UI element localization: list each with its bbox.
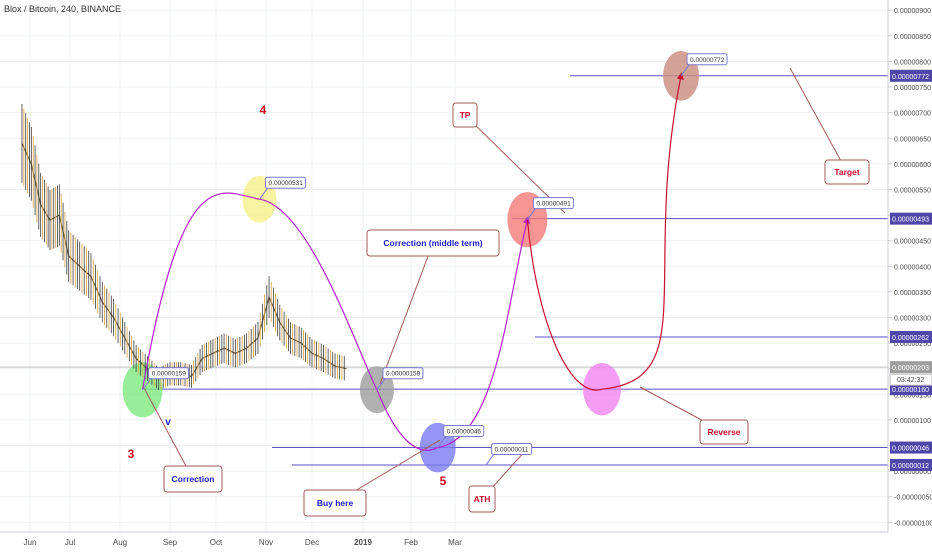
point-price-tag-box xyxy=(443,425,485,438)
point-price-tag-box xyxy=(265,176,307,189)
callout-box xyxy=(452,102,478,128)
callout-box xyxy=(699,419,749,445)
point-price-tag-pointer xyxy=(680,64,690,77)
callout-box xyxy=(468,485,496,513)
y-tick-label: 0.00000000 xyxy=(894,469,931,476)
y-tick-label: 0.00000300 xyxy=(894,315,931,322)
point-price-tag-label: 0.00000046 xyxy=(447,429,482,436)
callout-text: Target xyxy=(834,167,860,177)
level-badge-label: 0.00000012 xyxy=(892,463,929,470)
y-tick-label: 0.00000250 xyxy=(894,341,931,348)
point-price-tag-label: 0.00000159 xyxy=(152,371,187,378)
wave-label: v xyxy=(165,417,171,428)
point-price-tag-box xyxy=(148,367,190,380)
annotation-callouts: Correction Correction (middle term) Buy he… xyxy=(128,67,870,517)
ath-price-tag-box xyxy=(491,442,533,455)
point-price-tag-label: 0.00000159 xyxy=(386,371,421,378)
x-tick-label: Jul xyxy=(65,538,75,547)
callout-text: Correction xyxy=(172,474,215,484)
y-axis[interactable]: 0.00000900 0.00000850 0.00000800 0.00000750… xyxy=(887,0,932,550)
x-tick-label: Sep xyxy=(163,538,178,547)
y-tick-label: 0.00000100 xyxy=(894,418,931,425)
callout-pointer xyxy=(789,67,848,173)
y-tick-label: -0.00000050 xyxy=(894,495,932,502)
x-tick-label: 2019 xyxy=(354,538,372,547)
y-tick-label: 0.00000150 xyxy=(894,392,931,399)
current-price-label: 0.00000203 xyxy=(892,365,929,372)
callout-text: Reverse xyxy=(707,427,740,437)
callout-pointer xyxy=(464,114,566,214)
point-price-tag-box xyxy=(686,53,728,66)
point-price-tag-pointer xyxy=(437,436,447,448)
current-price-badge xyxy=(890,361,932,374)
point-price-tag-label: 0.00000491 xyxy=(536,201,571,208)
level-badge-label: 0.00000493 xyxy=(892,217,929,224)
x-tick-label: Feb xyxy=(404,538,418,547)
point-price-tags: 0.00000159 0.00000531 0.00000159 0.00000046… xyxy=(142,53,728,466)
point-price-tag-pointer xyxy=(142,378,151,390)
y-tick-label: 0.00000650 xyxy=(894,136,931,143)
red-projection-curve xyxy=(526,72,684,391)
wave-label: 3 xyxy=(128,447,135,461)
x-tick-label: Mar xyxy=(448,538,462,547)
level-badge xyxy=(890,441,932,454)
price-series xyxy=(21,104,347,390)
y-tick-label: 0.00000600 xyxy=(894,162,931,169)
callout-text: ATH xyxy=(474,494,491,504)
wave-label: 4 xyxy=(260,103,267,117)
y-tick-label: 0.00000700 xyxy=(894,111,931,118)
y-tick-label: 0.00000350 xyxy=(894,290,931,297)
callout-box xyxy=(366,229,500,257)
x-tick-label: Oct xyxy=(210,538,223,547)
level-badge-label: 0.00000262 xyxy=(892,335,929,342)
level-badge-label: 0.00000160 xyxy=(892,387,929,394)
level-badge xyxy=(890,212,932,225)
callout-text: Correction (middle term) xyxy=(383,238,482,248)
chart-title: Blox / Bitcoin, 240, BINANCE xyxy=(4,4,121,14)
y-axis-panel xyxy=(888,0,932,550)
clock-badge xyxy=(889,373,932,386)
callout-pointer xyxy=(142,385,194,480)
callout-text: TP xyxy=(460,110,471,120)
point-price-tag-box xyxy=(532,197,574,210)
callout-text: Buy here xyxy=(317,498,354,508)
level-badge-label: 0.00000046 xyxy=(892,446,929,453)
callout-box xyxy=(824,159,870,185)
point-price-tag-label: 0.00000531 xyxy=(269,180,304,187)
x-axis[interactable]: Jun Jul Aug Sep Oct Nov Dec 2019 Feb Mar xyxy=(0,531,888,547)
level-badge xyxy=(890,69,932,82)
callout-pointer xyxy=(379,242,434,385)
point-price-tag-pointer xyxy=(259,187,268,200)
point-price-tag-box xyxy=(382,367,424,380)
ath-price-tag-pointer xyxy=(485,454,495,466)
level-badge xyxy=(890,330,932,343)
level-badge xyxy=(890,383,932,396)
projection-curves xyxy=(141,72,684,451)
point-price-tag-pointer xyxy=(376,378,386,390)
y-tick-label: 0.00000450 xyxy=(894,239,931,246)
y-tick-label: 0.00000550 xyxy=(894,187,931,194)
callout-box xyxy=(303,489,367,517)
wave-label: 5 xyxy=(440,474,447,488)
x-tick-label: Jun xyxy=(24,538,37,547)
y-tick-label: 0.00000900 xyxy=(894,8,931,15)
level-badge xyxy=(890,458,932,471)
level-badge-label: 0.00000772 xyxy=(892,74,929,81)
x-tick-label: Nov xyxy=(259,538,273,547)
x-tick-label: Dec xyxy=(305,538,319,547)
y-tick-label: 0.00000800 xyxy=(894,59,931,66)
purple-projection-curve xyxy=(141,192,531,451)
y-tick-label: 0.00000400 xyxy=(894,264,931,271)
point-price-tag-pointer xyxy=(526,208,536,220)
clock-label: 03:42:32 xyxy=(897,377,924,384)
callout-box xyxy=(163,465,223,493)
x-tick-label: Aug xyxy=(113,538,127,547)
y-tick-label: 0.00000750 xyxy=(894,85,931,92)
point-price-tag-label: 0.00000772 xyxy=(690,57,725,64)
y-tick-label: 0.00000850 xyxy=(894,34,931,41)
y-tick-label: -0.00000100 xyxy=(894,520,932,527)
ath-price-tag-label: 0.00000011 xyxy=(495,446,529,453)
